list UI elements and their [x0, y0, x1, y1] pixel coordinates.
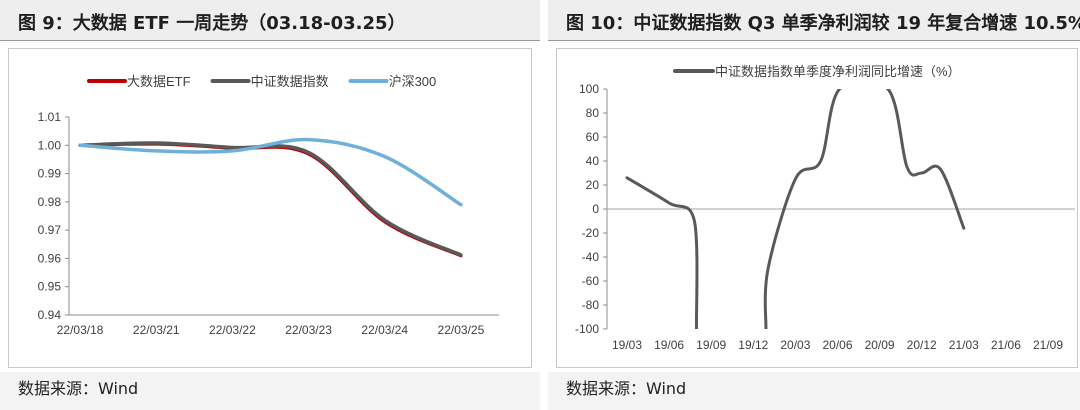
y-tick-label: 0.95: [38, 280, 62, 294]
source-text: 数据来源：Wind: [18, 379, 139, 398]
y-tick-label: 0.98: [38, 195, 62, 209]
chart-panel-etf: 图 9：大数据 ETF 一周走势（03.18-03.25） 1.01 1.00 0.…: [0, 0, 540, 410]
chart-title: 图 10：中证数据指数 Q3 单季净利润较 19 年复合增速 10.5%: [566, 13, 1080, 34]
chart-title-bar: 图 10：中证数据指数 Q3 单季净利润较 19 年复合增速 10.5%: [548, 0, 1080, 41]
legend-label: 中证数据指数单季度净利润同比增速（%）: [715, 64, 961, 79]
profit-growth-line-chart: 100 80 60 40 20 0 -20 -40 -60 -80 -100 19/03 19/06 19…: [575, 64, 1075, 352]
y-tick-label: -40: [582, 250, 600, 264]
x-tick-label: 22/03/23: [285, 323, 332, 337]
y-tick-label: 0: [592, 202, 599, 216]
y-tick-label: 1.01: [38, 110, 62, 124]
x-tick-label: 21/09: [1033, 338, 1063, 352]
y-tick-label: 20: [586, 178, 600, 192]
x-tick-label: 22/03/25: [438, 323, 485, 337]
x-tick-label: 19/12: [738, 338, 768, 352]
x-tick-label: 22/03/18: [57, 323, 104, 337]
x-tick-label: 20/06: [822, 338, 852, 352]
y-tick-label: 60: [586, 130, 600, 144]
x-tick-label: 21/03: [949, 338, 979, 352]
x-tick-label: 22/03/21: [133, 323, 180, 337]
y-tick-label: 40: [586, 154, 600, 168]
series-line: [78, 141, 463, 257]
y-tick-label: -60: [582, 274, 600, 288]
series-line: [78, 137, 463, 207]
x-tick-label: 20/12: [907, 338, 937, 352]
source-note: 数据来源：Wind: [0, 372, 540, 410]
chart-plot-area: 1.01 1.00 0.99 0.98 0.97 0.96 0.95 0.94 22/03/18…: [8, 48, 532, 368]
y-tick-label: 80: [586, 106, 600, 120]
y-tick-label: -80: [582, 298, 600, 312]
etf-line-chart: 1.01 1.00 0.99 0.98 0.97 0.96 0.95 0.9422/03/18…: [38, 74, 499, 337]
legend-label: 大数据ETF: [127, 74, 191, 89]
chart-panel-profit: 图 10：中证数据指数 Q3 单季净利润较 19 年复合增速 10.5% 100…: [548, 0, 1080, 410]
x-tick-label: 19/03: [612, 338, 642, 352]
source-note: 数据来源：Wind: [548, 372, 1080, 410]
y-tick-label: -20: [582, 226, 600, 240]
source-text: 数据来源：Wind: [566, 379, 687, 398]
x-tick-label: 19/06: [654, 338, 684, 352]
x-tick-label: 21/06: [991, 338, 1021, 352]
series-line: [78, 142, 463, 258]
y-tick-label: 0.94: [38, 308, 62, 322]
y-tick-label: 0.99: [38, 167, 62, 181]
chart-title: 图 9：大数据 ETF 一周走势（03.18-03.25）: [18, 13, 406, 34]
chart-plot-area: 100 80 60 40 20 0 -20 -40 -60 -80 -100 19/03 19/06 19…: [556, 48, 1078, 368]
chart-title-bar: 图 9：大数据 ETF 一周走势（03.18-03.25）: [0, 0, 540, 41]
x-tick-label: 22/03/22: [209, 323, 256, 337]
x-tick-label: 19/09: [696, 338, 726, 352]
y-tick-label: 0.97: [38, 223, 62, 237]
y-tick-label: 0.96: [38, 251, 62, 265]
x-tick-label: 22/03/24: [361, 323, 408, 337]
series-line: [625, 176, 699, 329]
legend-label: 沪深300: [389, 74, 437, 89]
series-line: [763, 89, 966, 329]
x-tick-label: 20/09: [865, 338, 895, 352]
x-tick-label: 20/03: [780, 338, 810, 352]
legend-label: 中证数据指数: [251, 74, 329, 89]
y-tick-label: 100: [579, 82, 599, 96]
y-tick-label: -100: [575, 322, 599, 336]
y-tick-label: 1.00: [38, 138, 62, 152]
